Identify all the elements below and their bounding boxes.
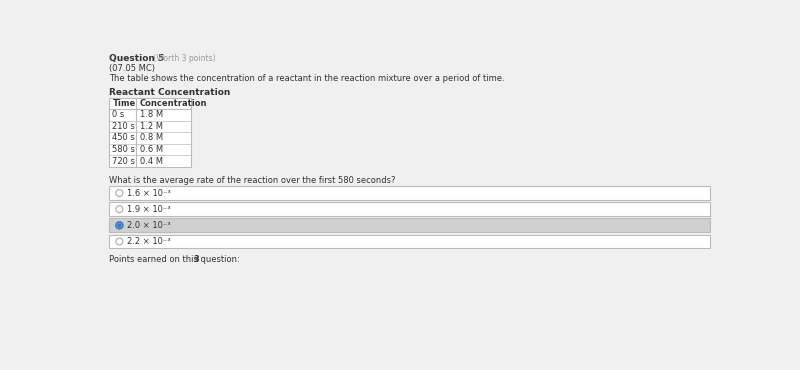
Text: Points earned on this question:: Points earned on this question:: [110, 255, 242, 265]
Bar: [110, 202, 710, 216]
Text: 2.2 × 10⁻³: 2.2 × 10⁻³: [127, 237, 170, 246]
Bar: [110, 98, 190, 167]
Text: 1.6 × 10⁻³: 1.6 × 10⁻³: [127, 188, 171, 198]
Text: Question 5: Question 5: [110, 54, 165, 63]
Text: Time: Time: [112, 99, 136, 108]
Text: 0.4 M: 0.4 M: [139, 157, 162, 165]
Text: 1.9 × 10⁻³: 1.9 × 10⁻³: [127, 205, 170, 214]
Text: (Worth 3 points): (Worth 3 points): [151, 54, 216, 63]
Text: 580 s: 580 s: [112, 145, 135, 154]
Text: Concentration: Concentration: [139, 99, 207, 108]
Text: (07.05 MC): (07.05 MC): [110, 64, 155, 73]
Text: 210 s: 210 s: [112, 122, 135, 131]
Bar: [110, 218, 710, 232]
Text: The table shows the concentration of a reactant in the reaction mixture over a p: The table shows the concentration of a r…: [110, 74, 505, 83]
Text: 0 s: 0 s: [112, 110, 125, 120]
Text: 2.0 × 10⁻³: 2.0 × 10⁻³: [127, 221, 170, 230]
Text: 3: 3: [193, 255, 198, 265]
Text: What is the average rate of the reaction over the first 580 seconds?: What is the average rate of the reaction…: [110, 176, 396, 185]
Text: 0.6 M: 0.6 M: [139, 145, 162, 154]
Circle shape: [116, 222, 123, 229]
Bar: [110, 235, 710, 248]
Text: 0.8 M: 0.8 M: [139, 134, 162, 142]
Bar: [110, 186, 710, 200]
Text: 1.2 M: 1.2 M: [139, 122, 162, 131]
Text: 1.8 M: 1.8 M: [139, 110, 162, 120]
Circle shape: [116, 238, 123, 245]
Circle shape: [118, 223, 122, 228]
Circle shape: [116, 189, 123, 196]
Circle shape: [116, 206, 123, 213]
Text: Reactant Concentration: Reactant Concentration: [110, 88, 230, 97]
Text: 450 s: 450 s: [112, 134, 135, 142]
Text: 720 s: 720 s: [112, 157, 135, 165]
